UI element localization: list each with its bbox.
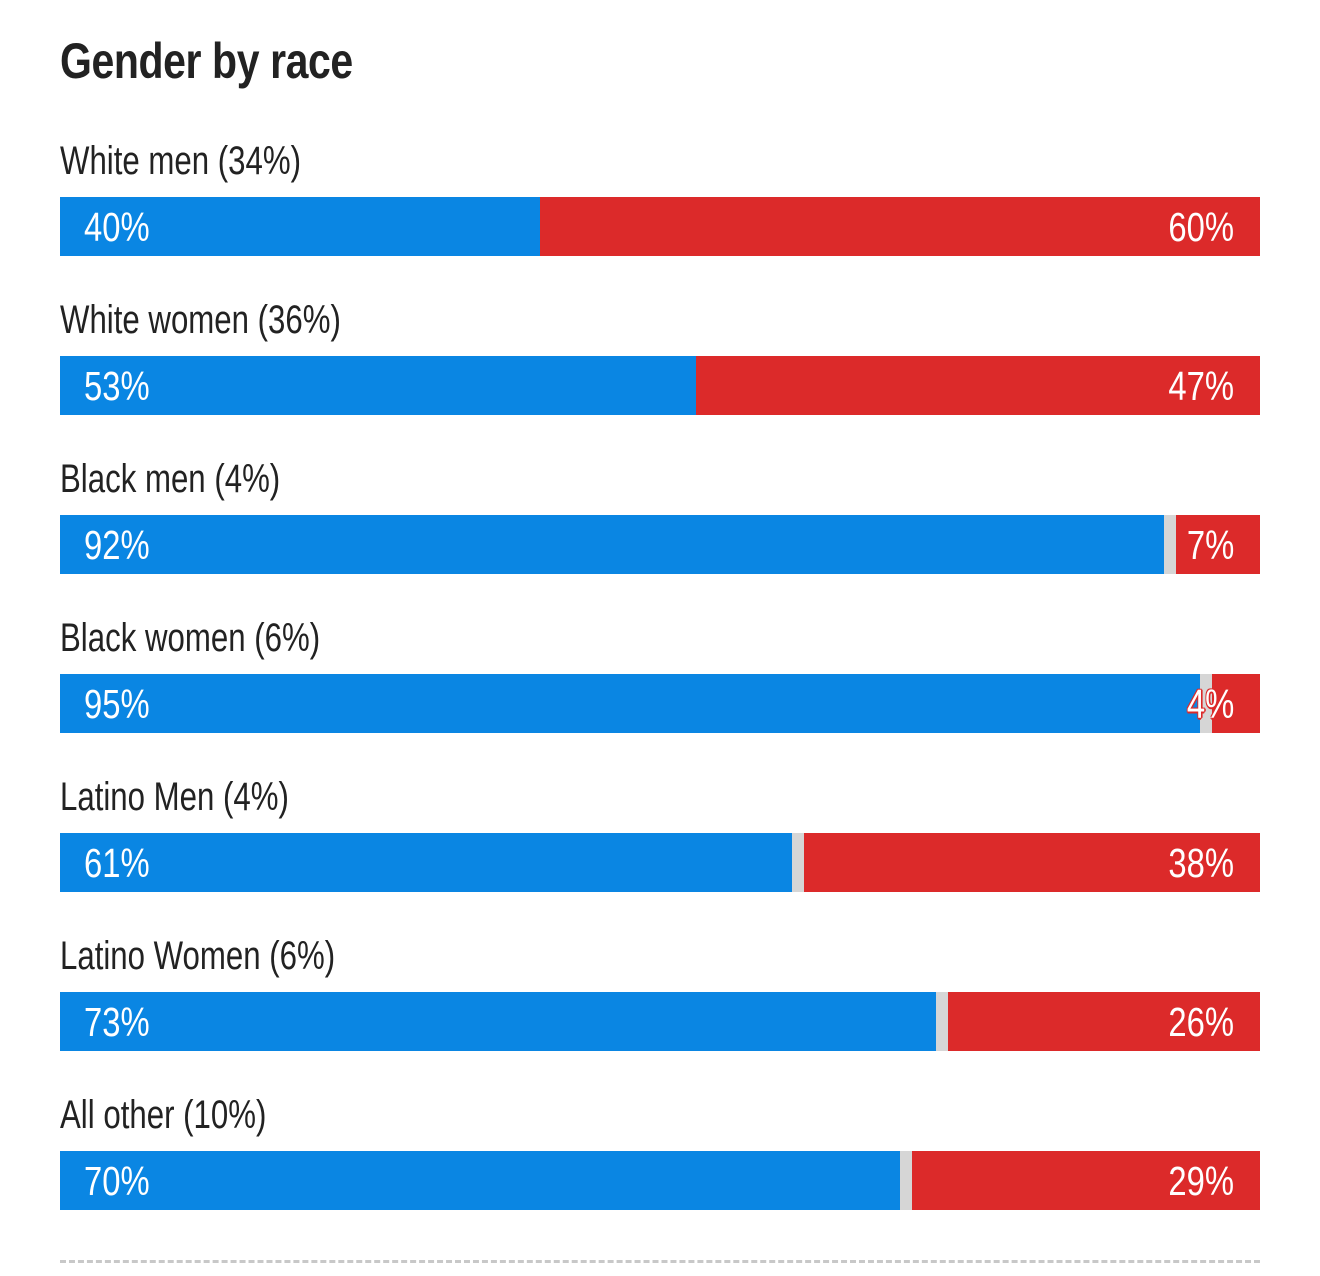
bar-row: White men (34%) 40% 60% [60, 138, 1260, 258]
democrat-segment [60, 674, 1200, 733]
republican-value-label: 47% [1168, 363, 1234, 409]
bar-row: All other (10%) 70% 29% [60, 1092, 1260, 1212]
dotted-divider [60, 1260, 1260, 1263]
row-label: Latino Women (6%) [60, 934, 336, 978]
stacked-bar: 53% 47% [60, 356, 1260, 415]
republican-value-label: 29% [1168, 1158, 1234, 1204]
republican-segment [1212, 674, 1260, 733]
chart-title: Gender by race [60, 33, 353, 89]
row-label: Latino Men (4%) [60, 775, 289, 819]
democrat-segment [60, 992, 936, 1051]
row-label: White women (36%) [60, 298, 341, 342]
democrat-value-label: 61% [84, 840, 150, 886]
democrat-segment [60, 1151, 900, 1210]
stacked-bar: 70% 29% [60, 1151, 1260, 1210]
row-label: White men (34%) [60, 139, 302, 183]
democrat-value-label: 95% [84, 681, 150, 727]
democrat-segment [60, 197, 540, 256]
democrat-value-label: 53% [84, 363, 150, 409]
republican-segment [1176, 515, 1260, 574]
stacked-bar: 61% 38% [60, 833, 1260, 892]
republican-segment [696, 356, 1260, 415]
row-label: Black men (4%) [60, 457, 281, 501]
democrat-segment [60, 356, 696, 415]
bar-row: White women (36%) 53% 47% [60, 297, 1260, 417]
republican-value-label: 4% [1186, 681, 1234, 727]
democrat-segment [60, 833, 792, 892]
stacked-bar: 73% 26% [60, 992, 1260, 1051]
stacked-bar: 40% 60% [60, 197, 1260, 256]
democrat-value-label: 92% [84, 522, 150, 568]
bar-row: Black women (6%) 95% 4% [60, 615, 1260, 735]
republican-value-label: 38% [1168, 840, 1234, 886]
republican-segment [540, 197, 1260, 256]
bar-row: Latino Men (4%) 61% 38% [60, 774, 1260, 894]
bar-row: Latino Women (6%) 73% 26% [60, 933, 1260, 1053]
stacked-bar: 95% 4% [60, 674, 1260, 733]
stacked-bar: 92% 7% [60, 515, 1260, 574]
republican-value-label: 7% [1186, 522, 1234, 568]
republican-segment [804, 833, 1260, 892]
bar-row: Black men (4%) 92% 7% [60, 456, 1260, 576]
row-label: Black women (6%) [60, 616, 321, 660]
row-label: All other (10%) [60, 1093, 267, 1137]
republican-value-label: 60% [1168, 204, 1234, 250]
democrat-segment [60, 515, 1164, 574]
republican-value-label: 26% [1168, 999, 1234, 1045]
democrat-value-label: 70% [84, 1158, 150, 1204]
republican-segment [948, 992, 1260, 1051]
republican-segment [912, 1151, 1260, 1210]
democrat-value-label: 40% [84, 204, 150, 250]
democrat-value-label: 73% [84, 999, 150, 1045]
